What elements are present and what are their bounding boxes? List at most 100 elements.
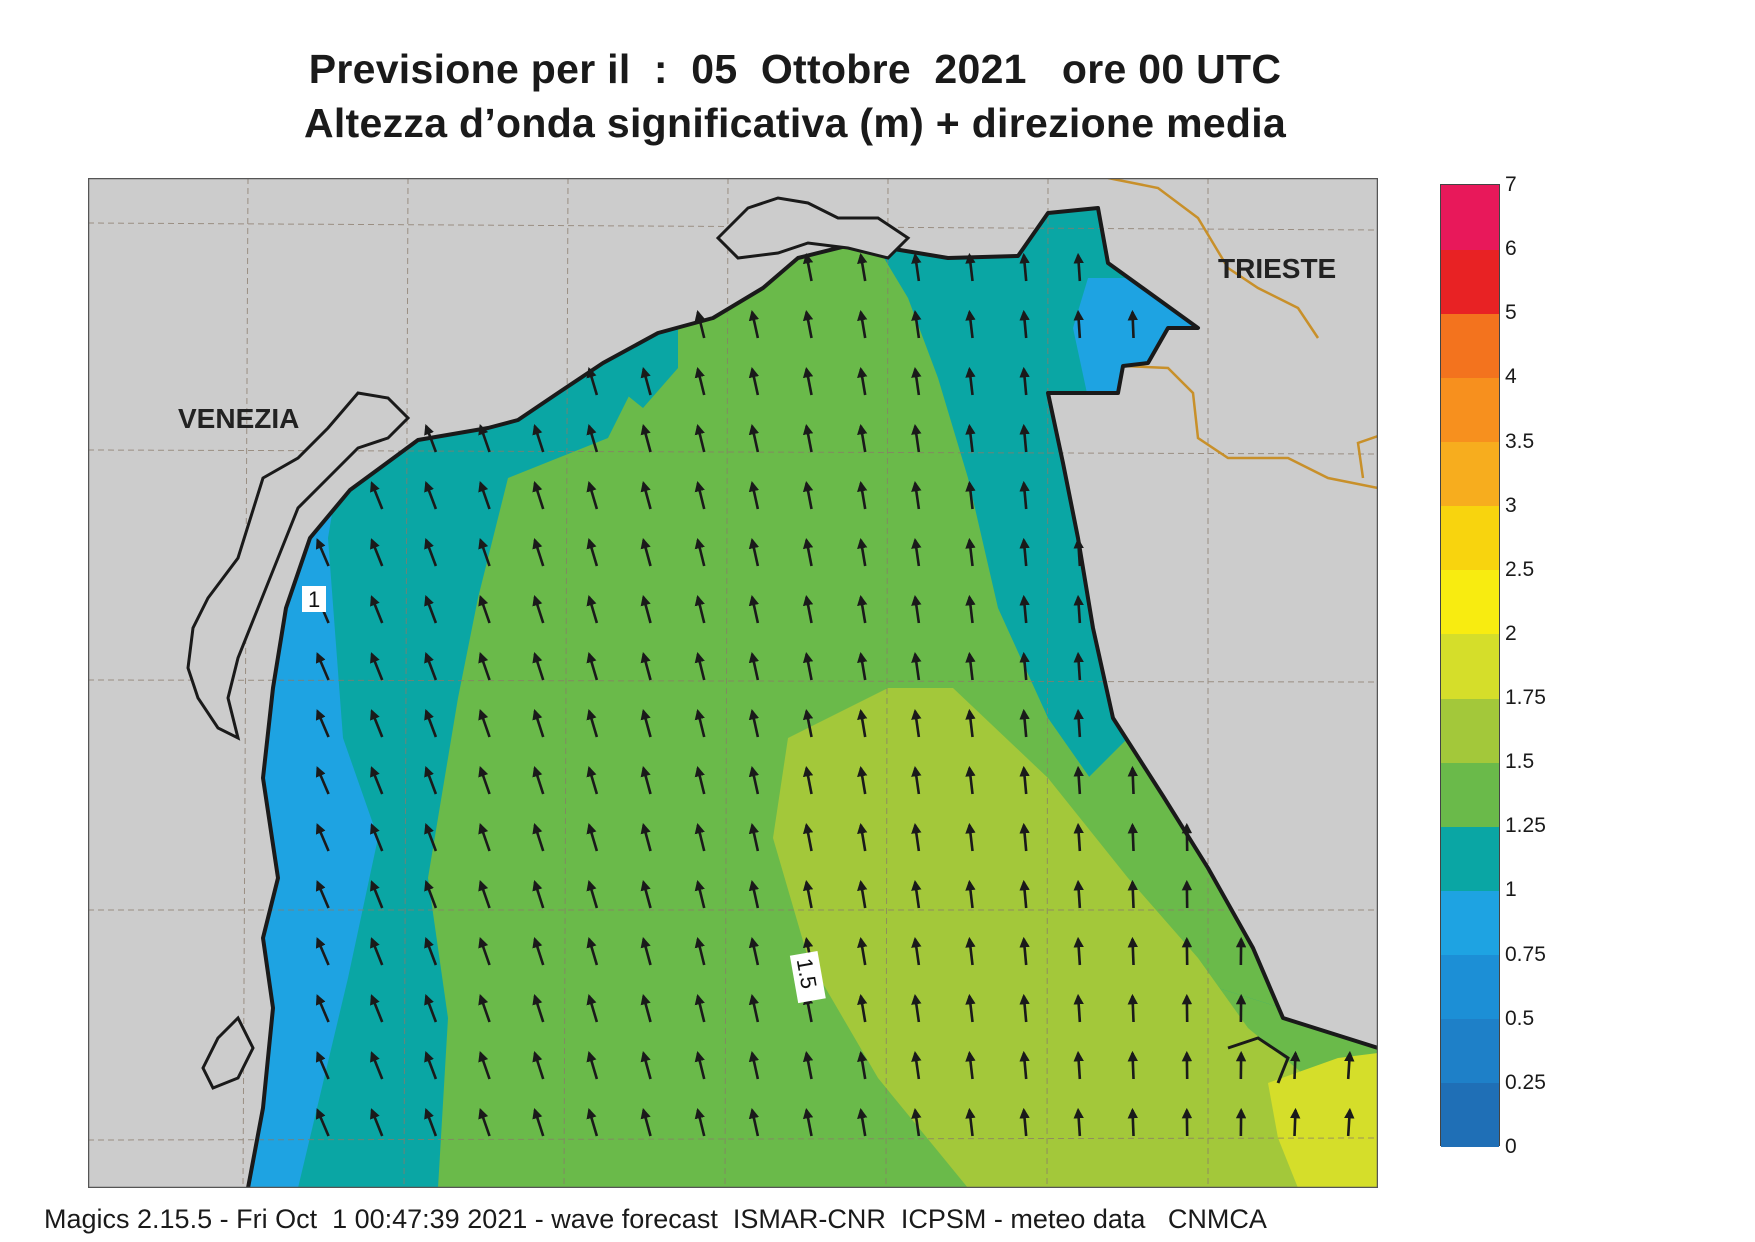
wave-direction-arrow bbox=[532, 1108, 545, 1137]
wave-direction-arrow bbox=[965, 423, 976, 453]
wave-direction-arrow bbox=[370, 823, 384, 852]
wave-direction-arrow bbox=[370, 937, 384, 966]
wave-direction-arrow bbox=[802, 651, 814, 681]
wave-direction-arrow bbox=[911, 1107, 922, 1137]
colorbar-band bbox=[1441, 377, 1499, 443]
wave-direction-arrow bbox=[748, 309, 760, 339]
wave-direction-arrow bbox=[1127, 822, 1139, 852]
colorbar-band bbox=[1441, 249, 1499, 314]
colorbar-tick-label: 0 bbox=[1505, 1135, 1517, 1158]
wave-direction-arrow bbox=[424, 937, 438, 966]
wave-direction-arrow bbox=[1127, 879, 1139, 909]
colorbar-band bbox=[1441, 569, 1499, 635]
wave-direction-arrow bbox=[748, 765, 760, 795]
wave-direction-arrow bbox=[748, 423, 760, 453]
wave-direction-arrow bbox=[640, 1107, 652, 1137]
coastline bbox=[246, 206, 1378, 1188]
wave-direction-arrow bbox=[965, 651, 976, 681]
wave-direction-arrow bbox=[911, 309, 922, 339]
wave-direction-arrow bbox=[1019, 423, 1030, 453]
wave-direction-arrow bbox=[1127, 993, 1139, 1023]
wave-direction-arrow bbox=[857, 1107, 868, 1137]
colorbar-band bbox=[1441, 698, 1499, 763]
wave-direction-arrow bbox=[802, 480, 814, 510]
wave-direction-arrow bbox=[748, 879, 760, 909]
wave-direction-arrow bbox=[586, 709, 599, 738]
colorbar-band bbox=[1441, 890, 1499, 956]
colorbar-tick-label: 1.5 bbox=[1505, 750, 1535, 774]
wave-direction-arrow bbox=[370, 994, 384, 1023]
wave-direction-arrow bbox=[965, 1107, 976, 1137]
wave-direction-arrow bbox=[1019, 765, 1030, 795]
wave-direction-arrow bbox=[370, 1108, 384, 1137]
wave-direction-arrow bbox=[1019, 708, 1030, 738]
wave-direction-arrow bbox=[1019, 936, 1030, 966]
wave-direction-arrow bbox=[478, 766, 491, 795]
wave-direction-arrow bbox=[478, 538, 491, 567]
wave-direction-arrow bbox=[911, 1050, 922, 1080]
wave-direction-arrow bbox=[1073, 708, 1084, 738]
wave-direction-arrow bbox=[586, 538, 599, 567]
wave-direction-arrow bbox=[370, 538, 384, 567]
colorbar-band bbox=[1441, 1018, 1499, 1084]
colorbar-band bbox=[1441, 185, 1499, 250]
wave-direction-arrow bbox=[1019, 1050, 1030, 1080]
colorbar-band bbox=[1441, 441, 1499, 507]
wave-direction-arrow bbox=[694, 879, 706, 909]
colorbar-tick-label: 0.5 bbox=[1505, 1006, 1535, 1030]
wave-direction-arrow bbox=[748, 537, 760, 567]
wave-direction-arrow bbox=[857, 480, 868, 510]
wave-direction-arrow bbox=[694, 993, 706, 1023]
wave-direction-arrow bbox=[911, 252, 922, 282]
wave-direction-arrow bbox=[532, 538, 545, 567]
wave-direction-arrow bbox=[532, 937, 545, 966]
wave-direction-arrow bbox=[802, 423, 814, 453]
wave-direction-arrow bbox=[1073, 252, 1084, 282]
wave-direction-arrow bbox=[424, 424, 438, 453]
wave-direction-arrow bbox=[478, 994, 491, 1023]
wave-direction-arrow bbox=[1127, 1050, 1139, 1080]
wave-direction-arrow bbox=[315, 538, 330, 567]
wave-direction-arrow bbox=[315, 766, 330, 795]
wave-direction-arrow bbox=[748, 822, 760, 852]
colorbar-tick-label: 4 bbox=[1505, 365, 1517, 389]
wave-direction-arrow bbox=[748, 708, 760, 738]
wave-direction-arrow bbox=[1019, 651, 1030, 681]
wave-direction-arrow bbox=[478, 880, 491, 909]
wave-direction-arrow bbox=[911, 879, 922, 909]
colorbar-band bbox=[1441, 1082, 1499, 1148]
wave-direction-arrow bbox=[802, 594, 814, 624]
wave-direction-arrow bbox=[586, 367, 599, 396]
wave-direction-arrow bbox=[694, 1107, 706, 1137]
wave-direction-arrow bbox=[640, 651, 652, 681]
map-svg: VENEZIA TRIESTE 1 1.5 bbox=[88, 178, 1378, 1188]
wave-direction-arrow bbox=[478, 823, 491, 852]
wave-direction-arrow bbox=[911, 480, 922, 510]
wave-direction-arrow bbox=[965, 822, 976, 852]
wave-direction-arrow bbox=[802, 822, 814, 852]
wave-direction-arrow bbox=[694, 594, 706, 624]
colorbar-tick-label: 2.5 bbox=[1505, 557, 1535, 581]
colorbar-tick-label: 3.5 bbox=[1505, 429, 1535, 453]
svg-text:1.5: 1.5 bbox=[792, 956, 822, 990]
wave-direction-arrow bbox=[532, 1051, 545, 1080]
colorbar-tick-label: 3 bbox=[1505, 493, 1517, 517]
wave-direction-arrow bbox=[1073, 651, 1084, 681]
colorbar-tick-label: 0.75 bbox=[1505, 942, 1546, 966]
wave-direction-arrow bbox=[857, 936, 868, 966]
wave-direction-arrow bbox=[424, 823, 438, 852]
colorbar-tick-label: 7 bbox=[1505, 173, 1517, 196]
wave-direction-arrow bbox=[640, 993, 652, 1023]
wave-direction-arrow bbox=[748, 651, 760, 681]
band-075-100-west bbox=[248, 208, 488, 1188]
wave-direction-arrow bbox=[315, 1108, 330, 1137]
svg-text:1: 1 bbox=[308, 587, 320, 612]
wave-direction-arrow bbox=[478, 424, 491, 453]
wave-direction-arrow bbox=[586, 880, 599, 909]
wave-direction-arrow bbox=[478, 1051, 491, 1080]
wave-direction-arrow bbox=[1073, 1107, 1084, 1137]
wave-direction-arrow bbox=[315, 1051, 330, 1080]
wave-direction-arrow bbox=[586, 937, 599, 966]
wave-direction-arrow bbox=[640, 822, 652, 852]
wave-direction-arrow bbox=[532, 652, 545, 681]
